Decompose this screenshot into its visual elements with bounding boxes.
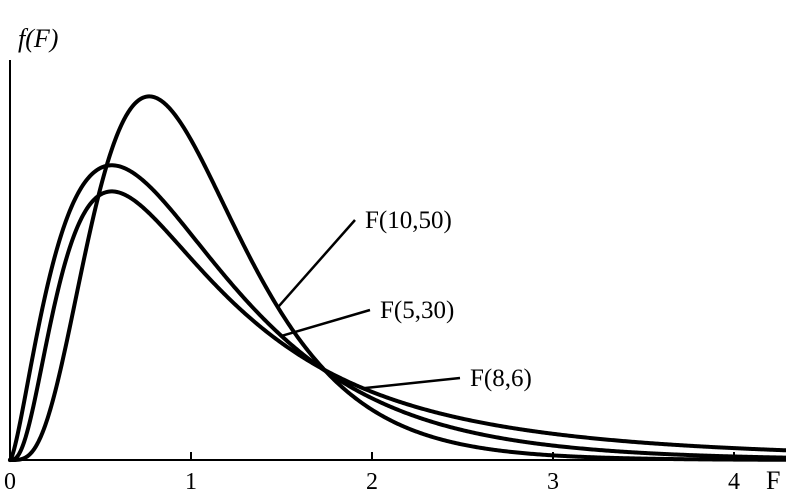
series-curve-f-8-6 [8, 189, 786, 462]
x-tick-label: 1 [185, 469, 197, 495]
series-curve-f-10-50 [8, 94, 786, 462]
x-axis-title: F [766, 466, 780, 495]
series-label: F(5,30) [380, 297, 454, 324]
series-curve-f-5-30 [8, 163, 786, 462]
series-label: F(8,6) [470, 365, 532, 392]
series-leader-line [276, 219, 356, 309]
series-label: F(10,50) [365, 207, 452, 234]
y-axis-title: f(F) [18, 24, 58, 53]
x-tick-label: 4 [728, 469, 740, 495]
x-tick-label: 3 [547, 469, 559, 495]
x-tick-label: 2 [366, 469, 378, 495]
curves [8, 94, 786, 462]
x-tick-label: 0 [4, 469, 16, 495]
x-ticks: 0 1 2 3 4 [4, 452, 740, 495]
series-leader-line [362, 376, 461, 390]
series-labels: F(10,50) F(5,30) F(8,6) [276, 207, 532, 392]
series-leader-line [281, 308, 371, 338]
